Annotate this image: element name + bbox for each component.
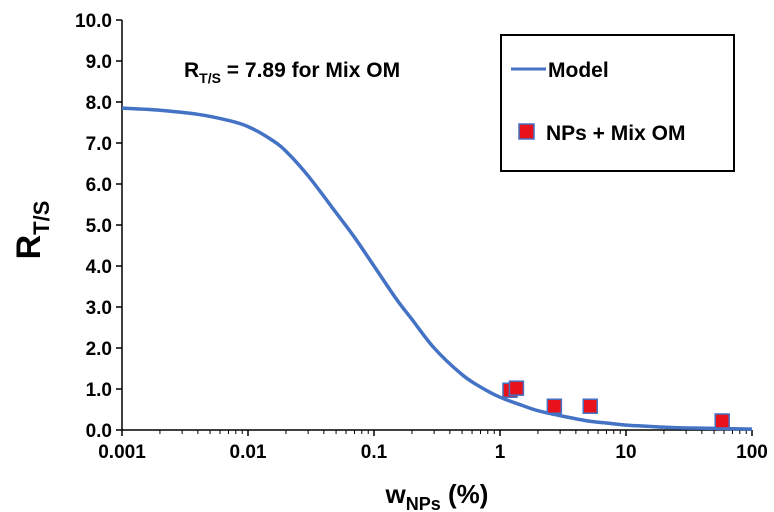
annotation: RT/S = 7.89 for Mix OM (184, 59, 400, 86)
y-tick-label: 1.0 (86, 380, 112, 401)
y-tick-label: 0.0 (86, 421, 112, 442)
data-point (508, 380, 525, 396)
annotation-suffix: = 7.89 for Mix OM (221, 59, 400, 82)
x-axis-title: wNPs (%) (385, 479, 489, 512)
y-axis-title-main: R (10, 235, 48, 260)
annotation-sub: T/S (199, 70, 221, 86)
data-point (582, 398, 598, 414)
legend-box (500, 34, 735, 172)
x-axis-title-main: w (385, 479, 407, 509)
y-tick-label: 3.0 (86, 298, 112, 319)
x-tick-label: 100 (736, 442, 768, 463)
y-tick-label: 7.0 (86, 134, 112, 155)
legend-label-model: Model (548, 59, 609, 82)
y-tick-label: 5.0 (86, 216, 112, 237)
data-point (714, 413, 730, 429)
y-tick-label: 4.0 (86, 257, 112, 278)
series (121, 106, 753, 431)
legend: Model NPs + Mix OM (500, 34, 735, 172)
x-tick-label: 0.01 (230, 442, 267, 463)
x-tick-label: 0.1 (361, 442, 388, 463)
x-axis-title-sub: NPs (406, 494, 441, 512)
x-axis-title-suffix: (%) (441, 479, 489, 509)
x-tick-label: 0.001 (98, 442, 146, 463)
y-axis-title: RT/S (10, 201, 54, 260)
ticks: 0.0 1.0 2.0 3.0 4.0 5.0 6.0 7.0 8.0 9.0 10.0 0.001 0… (75, 11, 768, 463)
legend-label-data: NPs + Mix OM (546, 122, 685, 145)
y-tick-label: 10.0 (75, 11, 112, 32)
y-tick-label: 9.0 (86, 52, 112, 73)
x-tick-label: 1 (495, 442, 506, 463)
y-tick-label: 2.0 (86, 339, 112, 360)
model-curve (121, 106, 753, 431)
legend-marker-swatch (518, 123, 535, 140)
y-tick-label: 6.0 (86, 175, 112, 196)
x-tick-label: 10 (615, 442, 636, 463)
y-tick-label: 8.0 (86, 93, 112, 114)
y-axis-title-sub: T/S (29, 201, 54, 235)
data-point (546, 398, 563, 414)
annotation-main: R (184, 59, 199, 82)
